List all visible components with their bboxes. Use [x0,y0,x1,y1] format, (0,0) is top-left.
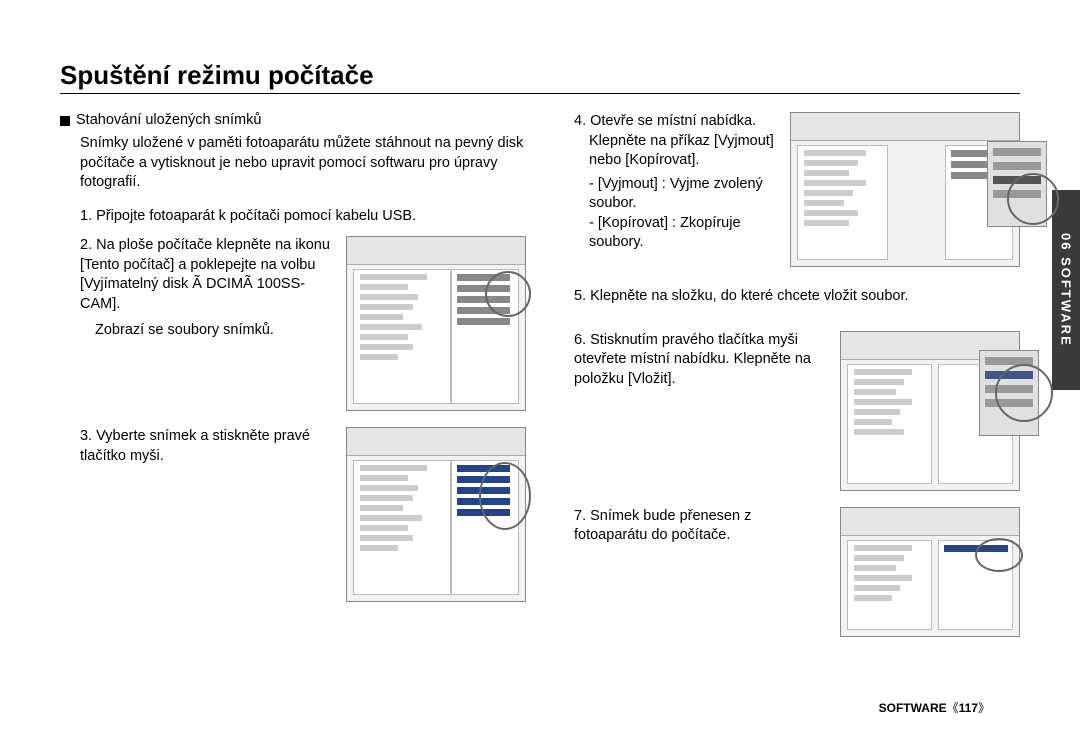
footer-close-bracket: 》 [978,701,990,715]
step-2-note: Zobrazí se soubory snímků. [80,321,332,341]
page-title: Spuštění režimu počítače [60,60,1020,91]
footer-open-bracket: 《 [947,701,959,715]
step-1: 1. Připojte fotoaparát k počítači pomocí… [60,207,526,227]
screenshot-explorer-2 [346,427,526,602]
left-column: Stahování uložených snímků Snímky uložen… [60,112,526,653]
section-tab: 06 SOFTWARE [1052,190,1080,390]
step-4c: - [Vyjmout] : Vyjme zvolený soubor. [574,175,776,214]
screenshot-context-menu-1 [790,112,1020,267]
step-2-row: 2. Na ploše počítače klepněte na ikonu [… [60,236,526,411]
title-rule [60,93,1020,94]
step-7: 7. Snímek bude přenesen z fotoaparátu do… [574,507,826,546]
step-5: 5. Klepněte na složku, do které chcete v… [554,287,1020,307]
step-2: 2. Na ploše počítače klepněte na ikonu [… [80,236,332,314]
step-4-row: 4. Otevře se místní nabídka. Klepněte na… [554,112,1020,267]
screenshot-context-menu-2 [840,331,1020,491]
section-heading: Stahování uložených snímků [60,112,526,128]
step-6: 6. Stisknutím pravého tlačítka myši otev… [574,331,826,390]
step-4d: - [Kopírovat] : Zkopíruje soubory. [574,214,776,253]
step-3-row: 3. Vyberte snímek a stiskněte pravé tlač… [60,427,526,602]
step-6-row: 6. Stisknutím pravého tlačítka myši otev… [554,331,1020,491]
page-footer: SOFTWARE《117》 [879,699,990,716]
step-4a: 4. Otevře se místní nabídka. [574,112,776,132]
screenshot-explorer-1 [346,236,526,411]
right-column: 4. Otevře se místní nabídka. Klepněte na… [554,112,1020,653]
step-7-row: 7. Snímek bude přenesen z fotoaparátu do… [554,507,1020,637]
step-4b: Klepněte na příkaz [Vyjmout] nebo [Kopír… [574,132,776,171]
intro-paragraph: Snímky uložené v paměti fotoaparátu může… [60,134,526,193]
content-columns: Stahování uložených snímků Snímky uložen… [60,112,1020,653]
footer-label: SOFTWARE [879,701,947,715]
bullet-square-icon [60,116,70,126]
footer-page-number: 117 [959,701,978,715]
step-3: 3. Vyberte snímek a stiskněte pravé tlač… [80,427,332,466]
section-heading-text: Stahování uložených snímků [76,112,261,128]
screenshot-result [840,507,1020,637]
